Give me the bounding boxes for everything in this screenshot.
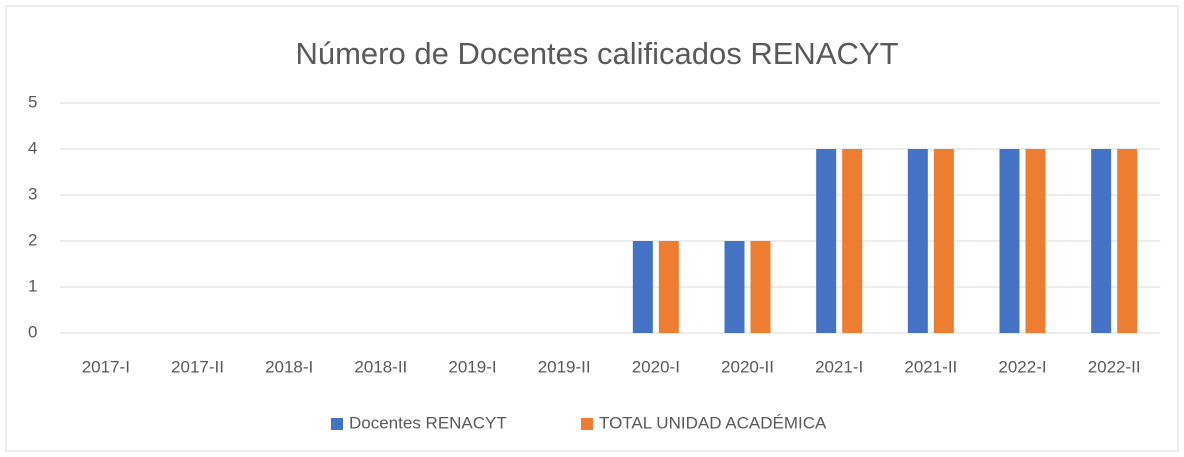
y-tick-label: 5 xyxy=(28,92,37,111)
y-tick-label: 1 xyxy=(28,276,37,295)
x-tick-label: 2021-I xyxy=(815,357,863,376)
legend-label: Docentes RENACYT xyxy=(349,413,507,432)
x-tick-label: 2019-I xyxy=(448,357,496,376)
bar xyxy=(750,241,771,333)
x-tick-label: 2017-II xyxy=(171,357,224,376)
bar xyxy=(999,149,1020,333)
y-tick-label: 3 xyxy=(28,184,37,203)
bar xyxy=(842,149,863,333)
x-tick-label: 2019-II xyxy=(538,357,591,376)
x-tick-label: 2017-I xyxy=(82,357,130,376)
bar xyxy=(1117,149,1138,333)
bar xyxy=(1025,149,1046,333)
bar xyxy=(933,149,954,333)
legend-swatch xyxy=(331,418,343,430)
x-tick-label: 2018-I xyxy=(265,357,313,376)
x-tick-label: 2022-II xyxy=(1088,357,1141,376)
x-tick-label: 2018-II xyxy=(354,357,407,376)
y-tick-label: 0 xyxy=(28,322,37,341)
x-tick-label: 2020-I xyxy=(632,357,680,376)
x-tick-label: 2020-II xyxy=(721,357,774,376)
bar xyxy=(816,149,837,333)
bar xyxy=(1091,149,1112,333)
y-tick-label: 2 xyxy=(28,230,37,249)
bar xyxy=(724,241,745,333)
bar xyxy=(907,149,928,333)
bar xyxy=(632,241,653,333)
x-tick-label: 2022-I xyxy=(998,357,1046,376)
legend-label: TOTAL UNIDAD ACADÉMICA xyxy=(599,413,827,432)
x-tick-label: 2021-II xyxy=(904,357,957,376)
bar xyxy=(658,241,679,333)
chart-title: Número de Docentes calificados RENACYT xyxy=(295,36,898,71)
y-tick-label: 4 xyxy=(28,138,37,157)
legend-swatch xyxy=(581,418,593,430)
chart-border xyxy=(5,5,1179,452)
